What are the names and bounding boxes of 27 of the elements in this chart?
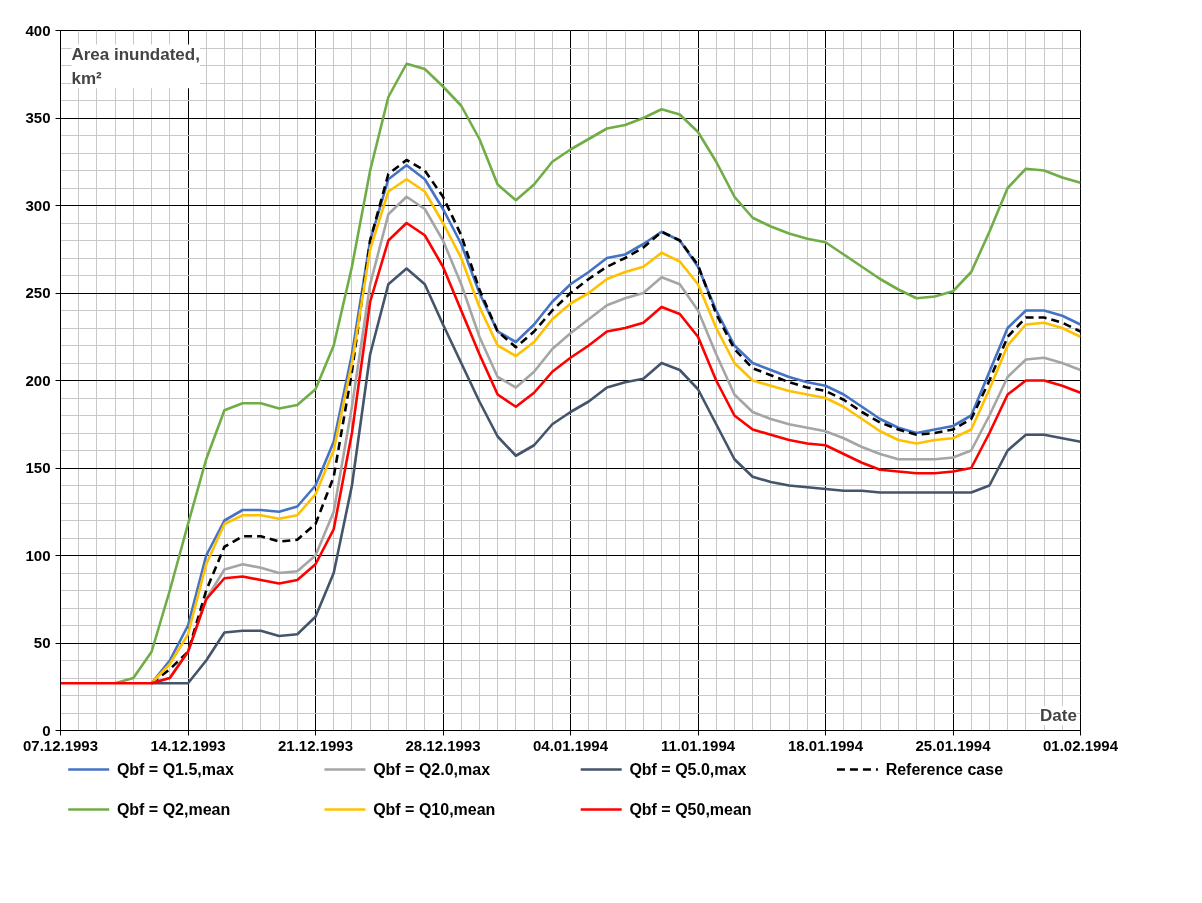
y-tick-label: 150 — [25, 459, 51, 476]
y-tick-label: 400 — [25, 21, 51, 39]
y-tick-label: 100 — [25, 546, 51, 564]
x-axis-title: Date — [1040, 706, 1077, 726]
x-tick-label: 14.12.1993 — [150, 736, 226, 754]
y-tick-label: 0 — [42, 721, 51, 739]
x-tick-label: 28.12.1993 — [405, 736, 481, 754]
y-tick-label: 200 — [25, 371, 51, 389]
x-tick-label: 01.02.1994 — [1042, 736, 1119, 754]
x-tick-label: 04.01.1994 — [532, 736, 609, 754]
legend-label: Qbf = Q2,mean — [116, 801, 231, 818]
legend-label: Qbf = Q1.5,max — [116, 761, 234, 778]
legend-label: Qbf = Q5.0,max — [629, 761, 747, 778]
y-tick-label: 250 — [25, 284, 51, 301]
legend-label: Qbf = Q50,mean — [629, 801, 752, 818]
x-tick-label: 11.01.1994 — [660, 736, 736, 754]
y-tick-label: 350 — [25, 109, 51, 126]
legend-label: Qbf = Q10,mean — [373, 801, 496, 818]
y-axis-title: Area inundated, km² — [71, 44, 200, 89]
x-tick-label: 07.12.1993 — [22, 736, 99, 754]
y-tick-label: 50 — [33, 634, 51, 651]
x-tick-label: 21.12.1993 — [277, 736, 354, 754]
x-tick-label: 25.01.1994 — [915, 736, 992, 754]
x-tick-label: 18.01.1994 — [787, 736, 864, 754]
legend-label: Qbf = Q2.0,max — [373, 761, 491, 778]
legend-label: Reference case — [885, 761, 1004, 778]
y-tick-label: 300 — [25, 196, 51, 214]
